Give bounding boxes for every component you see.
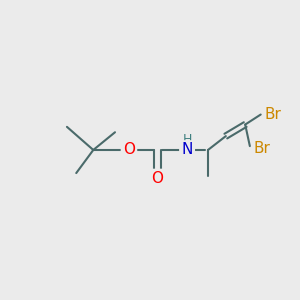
Text: O: O <box>152 171 164 186</box>
Text: O: O <box>123 142 135 158</box>
Text: Br: Br <box>265 107 281 122</box>
Text: H: H <box>182 134 192 146</box>
Text: Br: Br <box>254 141 271 156</box>
Text: N: N <box>182 142 193 158</box>
